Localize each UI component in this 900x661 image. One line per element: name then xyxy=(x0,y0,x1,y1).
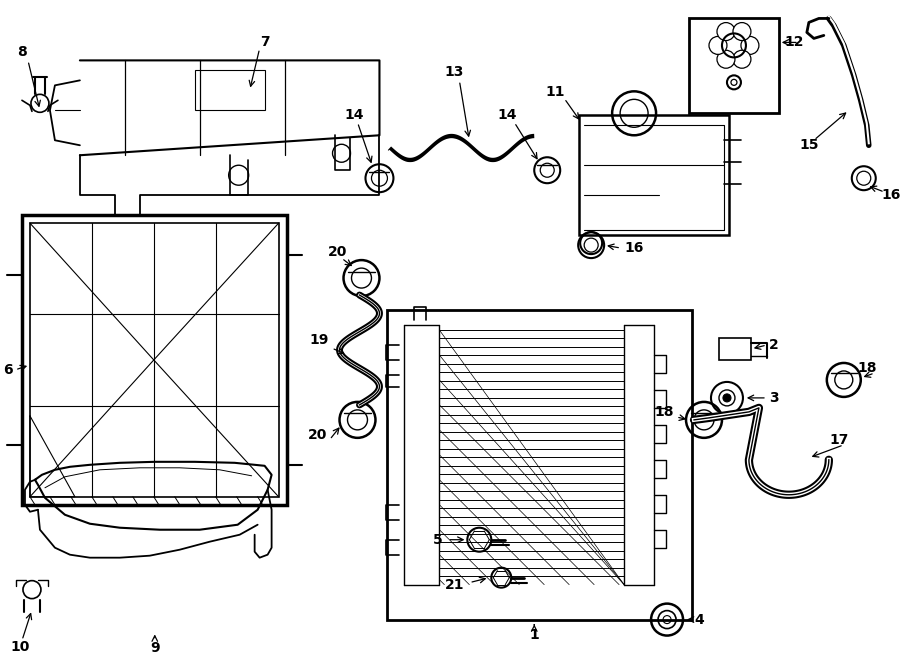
Text: 14: 14 xyxy=(345,108,364,122)
Bar xyxy=(580,115,729,235)
Circle shape xyxy=(717,22,735,40)
Text: 20: 20 xyxy=(328,245,347,259)
Text: 18: 18 xyxy=(654,405,674,419)
Text: 9: 9 xyxy=(150,641,159,654)
Text: 19: 19 xyxy=(310,333,329,347)
Text: 14: 14 xyxy=(498,108,517,122)
Text: 8: 8 xyxy=(17,46,27,59)
Text: 13: 13 xyxy=(445,65,464,79)
Text: 16: 16 xyxy=(625,241,643,255)
Bar xyxy=(719,338,751,360)
Circle shape xyxy=(723,394,731,402)
Bar xyxy=(689,19,778,113)
Text: 11: 11 xyxy=(545,85,565,99)
Bar xyxy=(30,223,279,497)
Text: 20: 20 xyxy=(308,428,328,442)
Text: 2: 2 xyxy=(769,338,778,352)
Text: 18: 18 xyxy=(857,361,877,375)
Text: 12: 12 xyxy=(784,36,804,50)
Text: 4: 4 xyxy=(694,613,704,627)
Bar xyxy=(194,70,265,110)
Bar xyxy=(22,215,286,505)
Text: 10: 10 xyxy=(10,640,30,654)
Text: 7: 7 xyxy=(260,36,269,50)
Text: 5: 5 xyxy=(433,533,442,547)
Text: 21: 21 xyxy=(445,578,464,592)
Text: 15: 15 xyxy=(799,138,819,152)
Circle shape xyxy=(709,36,727,54)
Circle shape xyxy=(733,22,751,40)
Text: 16: 16 xyxy=(881,188,900,202)
Text: 17: 17 xyxy=(829,433,849,447)
Text: 6: 6 xyxy=(4,363,13,377)
Text: 3: 3 xyxy=(770,391,778,405)
Circle shape xyxy=(733,50,751,68)
Text: 1: 1 xyxy=(529,627,539,642)
Circle shape xyxy=(717,50,735,68)
Circle shape xyxy=(741,36,759,54)
Bar xyxy=(387,310,692,619)
